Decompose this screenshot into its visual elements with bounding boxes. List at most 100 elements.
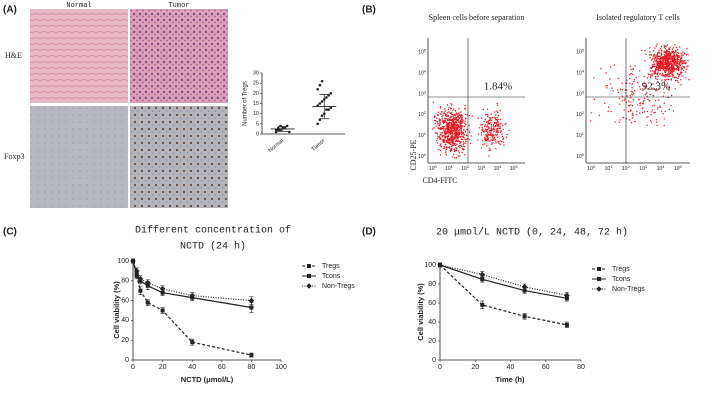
event-dot xyxy=(489,117,492,120)
event-dot xyxy=(656,124,658,127)
event-dot xyxy=(652,55,654,57)
event-dot xyxy=(495,148,497,150)
event-dot xyxy=(647,73,649,75)
series-line xyxy=(439,264,568,326)
y-tick-label: 20 xyxy=(253,91,259,97)
event-dot xyxy=(671,66,673,68)
event-dot xyxy=(644,49,646,52)
event-dot xyxy=(682,51,684,53)
event-dot xyxy=(460,141,462,143)
event-dot xyxy=(678,55,680,57)
event-dot xyxy=(436,121,439,123)
event-dot xyxy=(452,156,454,158)
event-dot xyxy=(449,139,451,141)
event-dot xyxy=(446,125,448,127)
event-dot xyxy=(452,144,454,147)
tick-exp: 0 xyxy=(593,164,596,169)
event-dot xyxy=(664,68,667,70)
event-dot xyxy=(653,73,655,75)
event-dot xyxy=(685,54,688,56)
tick-exp: 4 xyxy=(499,164,502,169)
event-dot xyxy=(609,78,611,80)
event-dot xyxy=(451,130,453,132)
event-dot xyxy=(451,127,454,129)
x-tick-label: 103 xyxy=(639,164,648,172)
event-dot xyxy=(458,140,460,142)
event-dot xyxy=(673,63,676,66)
event-dot xyxy=(593,77,595,79)
event-dot xyxy=(501,133,503,135)
event-dot xyxy=(661,79,663,81)
tick-base: 10 xyxy=(418,50,424,56)
event-dot xyxy=(672,76,674,78)
event-dot xyxy=(660,53,663,55)
x-tick-label: 20 xyxy=(471,364,479,371)
event-dot xyxy=(652,63,654,66)
event-dot xyxy=(460,145,463,148)
event-dot xyxy=(484,114,487,116)
event-dot xyxy=(662,95,664,97)
event-dot xyxy=(440,145,442,147)
x-tick-label: 60 xyxy=(542,364,550,371)
event-dot xyxy=(454,150,456,152)
event-dot xyxy=(646,116,648,118)
row-label: H&E xyxy=(5,51,22,60)
event-dot xyxy=(449,112,451,114)
event-dot xyxy=(641,102,644,105)
event-dot xyxy=(484,138,486,141)
tick-exp: 4 xyxy=(424,68,427,73)
event-dot xyxy=(634,65,636,67)
event-dot xyxy=(464,108,467,110)
event-dot xyxy=(610,110,612,113)
event-dot xyxy=(444,117,446,120)
event-dot xyxy=(501,135,504,138)
event-dot xyxy=(666,53,668,55)
event-dot xyxy=(490,135,492,137)
event-dot xyxy=(681,56,683,58)
event-dot xyxy=(679,56,681,58)
event-dot xyxy=(491,142,493,144)
event-dot xyxy=(488,149,490,152)
event-dot xyxy=(465,117,467,120)
event-dot xyxy=(669,54,672,56)
y-tick-label: 40 xyxy=(121,317,129,324)
percent-label: 92.3% xyxy=(642,81,670,93)
event-dot xyxy=(453,148,455,151)
event-dot xyxy=(681,68,683,70)
x-tick-label: 60 xyxy=(218,364,226,371)
event-dot xyxy=(666,73,668,75)
event-dot xyxy=(663,81,665,83)
tick-exp: 4 xyxy=(582,68,585,73)
tick-exp: 1 xyxy=(582,131,585,136)
event-dot xyxy=(666,44,669,46)
tick-exp: 1 xyxy=(451,164,454,169)
y-tick-label: 100 xyxy=(424,262,436,269)
event-dot xyxy=(491,143,493,145)
y-tick-label: 100 xyxy=(576,152,585,160)
event-dot xyxy=(652,88,654,90)
event-dot xyxy=(623,99,625,102)
event-dot xyxy=(497,131,500,133)
event-dot xyxy=(499,126,501,128)
event-dot xyxy=(481,126,483,129)
event-dot xyxy=(469,132,471,134)
event-dot xyxy=(647,88,649,90)
event-dot xyxy=(619,88,622,90)
tick-exp: 2 xyxy=(424,110,427,115)
event-dot xyxy=(503,144,505,146)
event-dot xyxy=(439,144,441,146)
event-dot xyxy=(654,59,656,61)
tick-base: 10 xyxy=(576,154,582,160)
event-dot xyxy=(670,79,673,81)
event-dot xyxy=(499,131,501,134)
event-dot xyxy=(632,94,634,96)
tick-base: 10 xyxy=(576,92,582,98)
event-dot xyxy=(477,139,479,141)
event-dot xyxy=(488,155,490,157)
event-dot xyxy=(651,70,654,72)
event-dot xyxy=(446,127,448,130)
event-dot xyxy=(442,139,444,141)
y-tick-label: 103 xyxy=(576,89,585,97)
event-dot xyxy=(457,113,459,115)
event-dot xyxy=(669,63,672,66)
